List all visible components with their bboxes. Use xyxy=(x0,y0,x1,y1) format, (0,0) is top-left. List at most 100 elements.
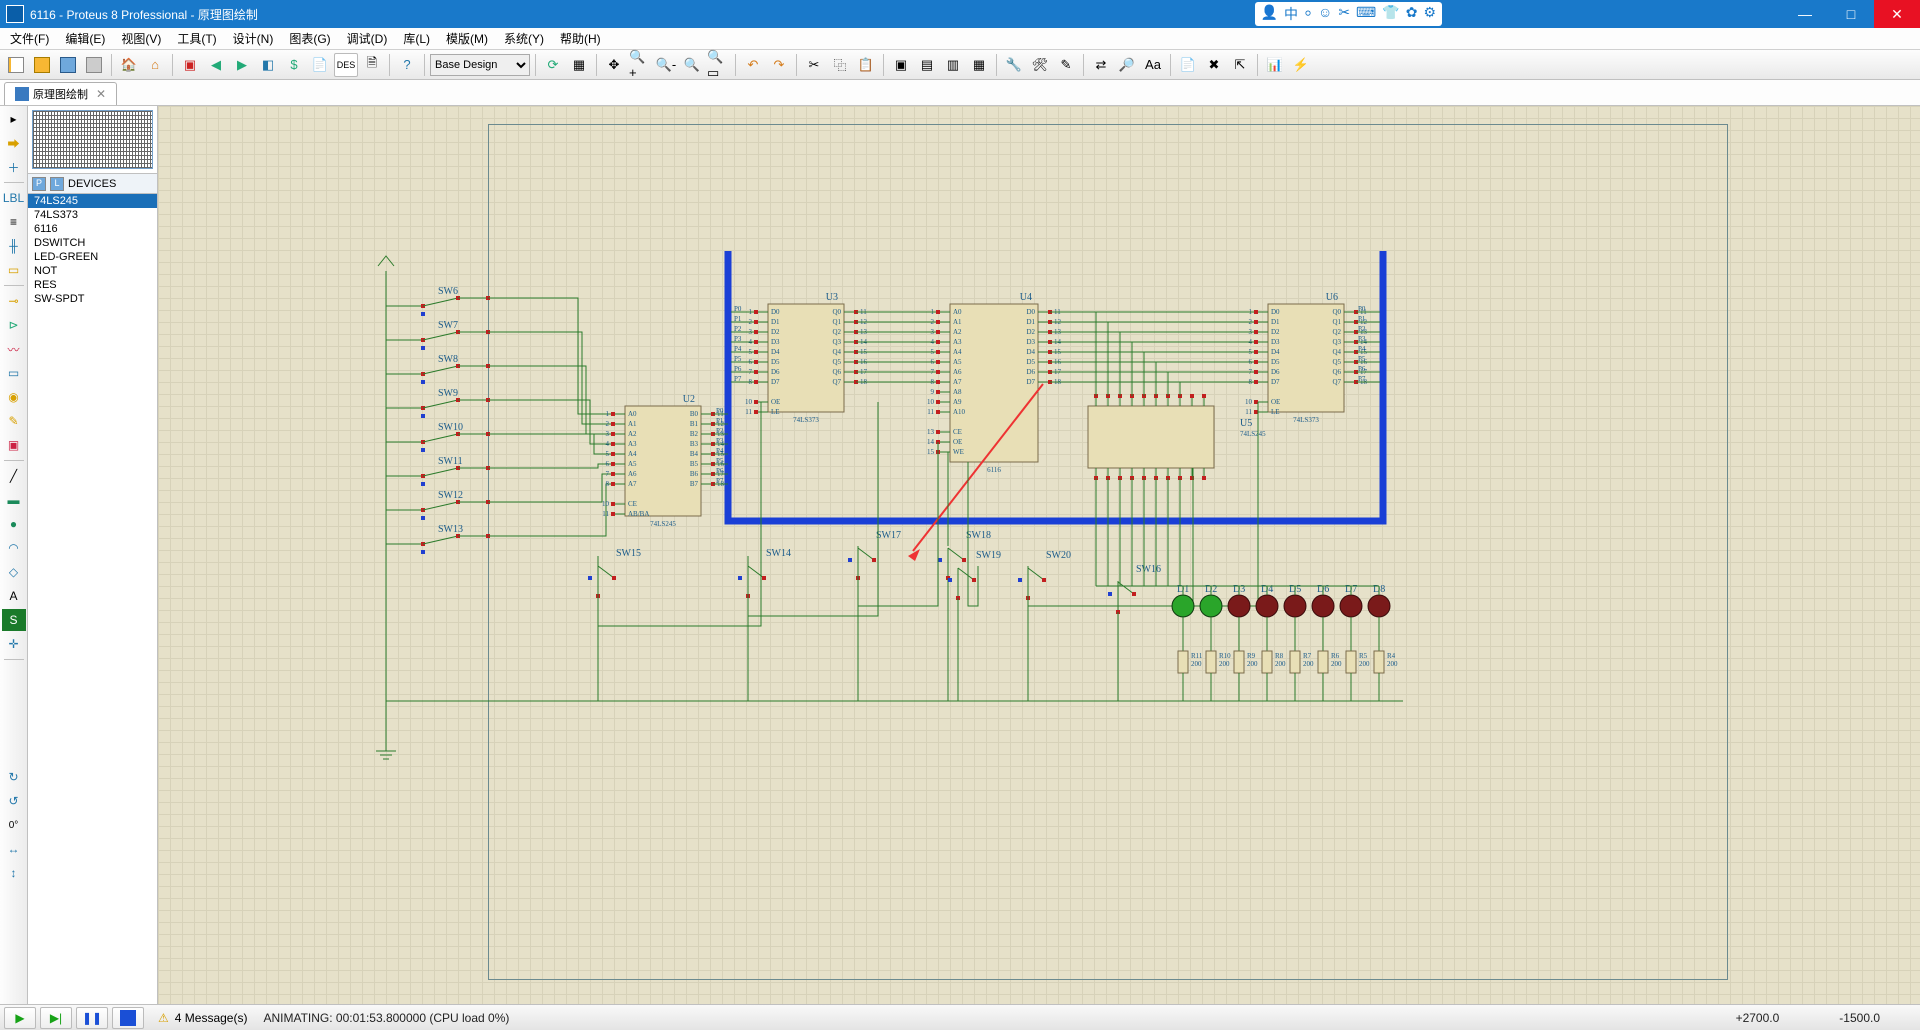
des-button[interactable]: DES xyxy=(334,53,358,77)
erc-button[interactable]: ⚡ xyxy=(1289,53,1313,77)
p-icon[interactable]: P xyxy=(32,177,46,191)
device-item[interactable]: RES xyxy=(28,278,157,292)
ime-toolbar[interactable]: 👤 中 ⸰ ☺ ✂ ⌨ 👕 ✿ ⚙ xyxy=(1255,2,1442,26)
delete-sheet-button[interactable]: ✖ xyxy=(1202,53,1226,77)
ime-btn[interactable]: ⚙ xyxy=(1423,4,1436,24)
ime-btn[interactable]: ☺ xyxy=(1318,4,1332,24)
play-button[interactable]: ▶ xyxy=(4,1007,36,1029)
wire-label-mode[interactable]: LBL xyxy=(2,187,26,209)
tab-schematic[interactable]: 原理图绘制 ✕ xyxy=(4,82,117,105)
menu-template[interactable]: 模版(M) xyxy=(440,28,494,49)
junction-mode[interactable]: ＋ xyxy=(2,156,26,178)
line-2d[interactable]: ╱ xyxy=(2,465,26,487)
home-button[interactable]: 🏠 xyxy=(117,53,141,77)
subcircuit-mode[interactable]: ▭ xyxy=(2,259,26,281)
close-button[interactable]: ✕ xyxy=(1874,0,1920,28)
minimize-button[interactable]: — xyxy=(1782,0,1828,28)
symbol-2d[interactable]: S xyxy=(2,609,26,631)
schematic-canvas[interactable]: SW6SW7SW8SW9SW10SW11SW12SW13U274LS245A01… xyxy=(158,106,1920,1004)
script-mode[interactable]: ≡ xyxy=(2,211,26,233)
mirror-h[interactable]: ↔ xyxy=(2,838,26,860)
zoom-in-button[interactable]: 🔍+ xyxy=(628,53,652,77)
ime-btn[interactable]: 中 xyxy=(1284,4,1298,24)
menu-view[interactable]: 视图(V) xyxy=(115,28,167,49)
redo-button[interactable]: ↷ xyxy=(767,53,791,77)
menu-help[interactable]: 帮助(H) xyxy=(554,28,607,49)
pause-button[interactable]: ❚❚ xyxy=(76,1007,108,1029)
pcb-button[interactable]: ▣ xyxy=(178,53,202,77)
step-button[interactable]: ▶| xyxy=(40,1007,72,1029)
grid-button[interactable]: ▦ xyxy=(567,53,591,77)
schematic-button[interactable]: ⌂ xyxy=(143,53,167,77)
device-item[interactable]: DSWITCH xyxy=(28,236,157,250)
selection-mode[interactable]: ▸ xyxy=(2,108,26,130)
device-item[interactable]: SW-SPDT xyxy=(28,292,157,306)
path-2d[interactable]: ◇ xyxy=(2,561,26,583)
instrument-mode[interactable]: ▣ xyxy=(2,434,26,456)
rotation-angle[interactable]: 0° xyxy=(2,814,26,836)
block-delete-button[interactable]: ▦ xyxy=(967,53,991,77)
ime-btn[interactable]: ✂ xyxy=(1338,4,1350,24)
ime-btn[interactable]: 👤 xyxy=(1261,4,1278,24)
menu-file[interactable]: 文件(F) xyxy=(4,28,55,49)
tape-mode[interactable]: ▭ xyxy=(2,362,26,384)
l-icon[interactable]: L xyxy=(50,177,64,191)
wire-autoroute-button[interactable]: ⇄ xyxy=(1089,53,1113,77)
design-variant-combo[interactable]: Base Design xyxy=(430,54,530,76)
mirror-v[interactable]: ↕ xyxy=(2,862,26,884)
menu-debug[interactable]: 调试(D) xyxy=(341,28,394,49)
cut-button[interactable]: ✂ xyxy=(802,53,826,77)
ime-btn[interactable]: 👕 xyxy=(1382,4,1399,24)
bom-button[interactable]: ◧ xyxy=(256,53,280,77)
new-button[interactable] xyxy=(4,53,28,77)
help-button[interactable]: ? xyxy=(395,53,419,77)
menu-library[interactable]: 库(L) xyxy=(397,28,436,49)
probe-mode[interactable]: ✎ xyxy=(2,410,26,432)
bus-mode[interactable]: ╫ xyxy=(2,235,26,257)
save-button[interactable] xyxy=(56,53,80,77)
menu-edit[interactable]: 编辑(E) xyxy=(59,28,111,49)
rotate-cw[interactable]: ↻ xyxy=(2,766,26,788)
device-item[interactable]: 6116 xyxy=(28,222,157,236)
exit-sheet-button[interactable]: ⇱ xyxy=(1228,53,1252,77)
pick-button[interactable]: 🔧 xyxy=(1002,53,1026,77)
zoom-all-button[interactable]: 🔍 xyxy=(680,53,704,77)
property-button[interactable]: Aa xyxy=(1141,53,1165,77)
new-sheet-button[interactable]: 📄 xyxy=(1176,53,1200,77)
3d-button[interactable]: ◀ xyxy=(204,53,228,77)
box-2d[interactable]: ▬ xyxy=(2,489,26,511)
text-2d[interactable]: A xyxy=(2,585,26,607)
bill-button[interactable]: 📊 xyxy=(1263,53,1287,77)
decompose-button[interactable]: ✎ xyxy=(1054,53,1078,77)
pan-button[interactable]: ✥ xyxy=(602,53,626,77)
generator-mode[interactable]: ◉ xyxy=(2,386,26,408)
device-item[interactable]: NOT xyxy=(28,264,157,278)
drc-button[interactable]: 📄 xyxy=(308,53,332,77)
ime-btn[interactable]: ⸰ xyxy=(1304,4,1312,24)
maximize-button[interactable]: □ xyxy=(1828,0,1874,28)
text-button[interactable]: 🗎 xyxy=(360,53,384,77)
block-rotate-button[interactable]: ▥ xyxy=(941,53,965,77)
circle-2d[interactable]: ● xyxy=(2,513,26,535)
paste-button[interactable]: 📋 xyxy=(854,53,878,77)
menu-graph[interactable]: 图表(G) xyxy=(283,28,336,49)
device-pins-mode[interactable]: ⊳ xyxy=(2,314,26,336)
open-button[interactable] xyxy=(30,53,54,77)
messages-button[interactable]: ⚠ 4 Message(s) xyxy=(158,1011,247,1025)
menu-design[interactable]: 设计(N) xyxy=(227,28,280,49)
device-item[interactable]: LED-GREEN xyxy=(28,250,157,264)
marker-2d[interactable]: ✛ xyxy=(2,633,26,655)
autoroute-button[interactable]: $ xyxy=(282,53,306,77)
component-mode[interactable]: ⮕ xyxy=(2,132,26,154)
block-copy-button[interactable]: ▣ xyxy=(889,53,913,77)
undo-button[interactable]: ↶ xyxy=(741,53,765,77)
refresh-button[interactable]: ⟳ xyxy=(541,53,565,77)
search-button[interactable]: 🔎 xyxy=(1115,53,1139,77)
menu-system[interactable]: 系统(Y) xyxy=(498,28,550,49)
terminals-mode[interactable]: ⊸ xyxy=(2,290,26,312)
menu-tools[interactable]: 工具(T) xyxy=(171,28,222,49)
graph-mode[interactable]: 〰 xyxy=(2,338,26,360)
device-list[interactable]: 74LS245 74LS373 6116 DSWITCH LED-GREEN N… xyxy=(28,194,157,1004)
device-item[interactable]: 74LS245 xyxy=(28,194,157,208)
device-item[interactable]: 74LS373 xyxy=(28,208,157,222)
